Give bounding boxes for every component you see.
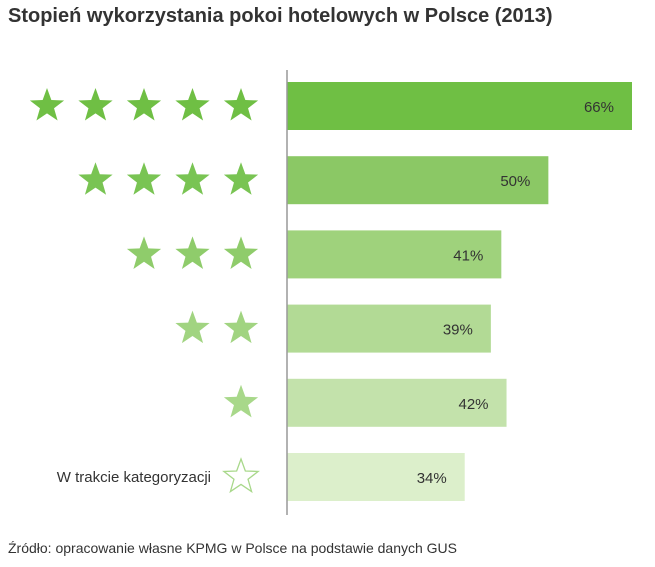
bar-value-label-5: 34% [417,470,447,487]
bar-1 [287,156,549,205]
star-icon [223,162,259,195]
bar-4 [287,378,507,427]
star-icon [78,162,113,195]
category-labels-group: W trakcie kategoryzacji [57,469,211,486]
star-icon [223,88,259,121]
star-icon [126,88,162,121]
star-icon [126,162,162,195]
star-icon [223,310,259,344]
bars-group: 66% 50% 41% 39% 42% 34% [287,82,632,501]
star-icon [29,88,65,121]
bar-0 [287,82,632,130]
star-icon [126,236,162,269]
bar-2 [287,230,502,279]
source-note: Źródło: opracowanie własne KPMG w Polsce… [8,540,457,556]
bar-value-label-4: 42% [459,396,489,413]
bar-5 [287,453,465,501]
star-icon [175,236,210,269]
bar-value-label-1: 50% [500,173,530,190]
chart-title: Stopień wykorzystania pokoi hotelowych w… [8,5,553,27]
bar-value-label-0: 66% [584,99,614,116]
star-icon [223,236,259,269]
category-label-5: W trakcie kategoryzacji [57,469,211,486]
star-icon [78,88,113,121]
star-outline-icon [222,457,260,494]
bar-3 [287,304,491,353]
stars-group [29,88,260,494]
bar-value-label-3: 39% [443,322,473,339]
star-icon [175,310,210,344]
star-icon [175,162,210,195]
star-icon [175,88,210,121]
bar-value-label-2: 41% [453,247,483,264]
star-icon [223,384,259,418]
